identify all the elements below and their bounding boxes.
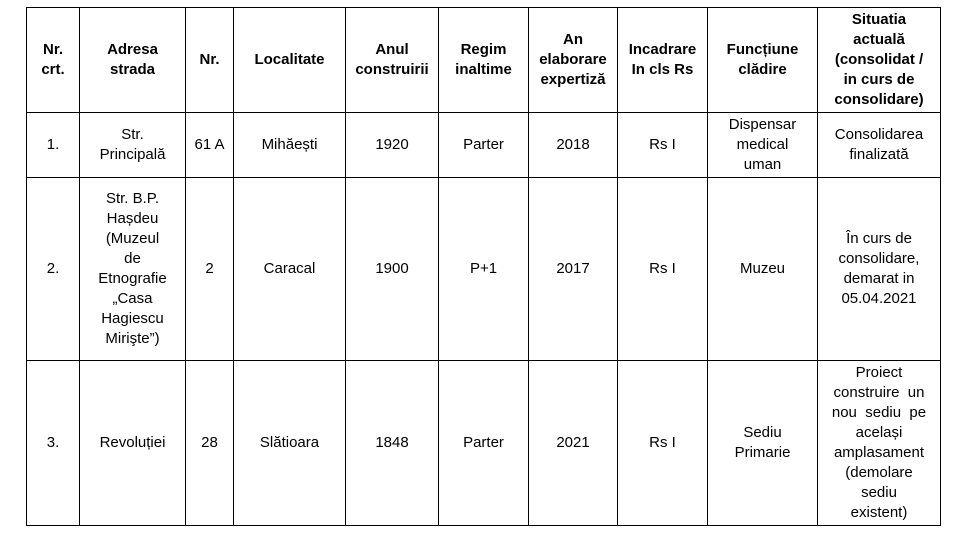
col-header-functiune-cladire: Funcțiune clădire <box>707 7 818 113</box>
cell-situatia-actuala: În curs de consolidare, demarat in 05.04… <box>817 177 941 361</box>
cell-anul-construirii: 1920 <box>345 112 439 178</box>
cell-adresa-strada: Str. B.P. Hașdeu (Muzeul de Etnografie „… <box>79 177 186 361</box>
table-row: 3. Revoluției 28 Slătioara 1848 Parter 2… <box>26 360 941 526</box>
cell-nr: 61 A <box>185 112 234 178</box>
cell-incadrare-cls-rs: Rs I <box>617 360 708 526</box>
col-header-an-elaborare-expertiza: An elaborare expertiză <box>528 7 618 113</box>
cell-nr: 28 <box>185 360 234 526</box>
cell-an-elaborare: 2018 <box>528 112 618 178</box>
col-header-regim-inaltime: Regim inaltime <box>438 7 529 113</box>
cell-adresa-strada: Revoluției <box>79 360 186 526</box>
cell-nr-crt: 3. <box>26 360 80 526</box>
cell-situatia-actuala: Proiect construire un nou sediu pe acela… <box>817 360 941 526</box>
cell-regim-inaltime: Parter <box>438 112 529 178</box>
col-header-nr: Nr. <box>185 7 234 113</box>
cell-incadrare-cls-rs: Rs I <box>617 112 708 178</box>
cell-regim-inaltime: Parter <box>438 360 529 526</box>
col-header-nr-crt: Nr. crt. <box>26 7 80 113</box>
col-header-situatia-actuala: Situatia actuală (consolidat / in curs d… <box>817 7 941 113</box>
cell-an-elaborare: 2021 <box>528 360 618 526</box>
cell-an-elaborare: 2017 <box>528 177 618 361</box>
col-header-adresa-strada: Adresa strada <box>79 7 186 113</box>
cell-localitate: Mihăești <box>233 112 346 178</box>
cell-functiune-cladire: Muzeu <box>707 177 818 361</box>
table-row: 1. Str. Principală 61 A Mihăești 1920 Pa… <box>26 112 941 178</box>
cell-situatia-actuala: Consolidarea finalizată <box>817 112 941 178</box>
cell-functiune-cladire: Dispensar medical uman <box>707 112 818 178</box>
col-header-localitate: Localitate <box>233 7 346 113</box>
col-header-incadrare-cls-rs: Incadrare In cls Rs <box>617 7 708 113</box>
cell-functiune-cladire: Sediu Primarie <box>707 360 818 526</box>
cell-localitate: Slătioara <box>233 360 346 526</box>
table-header-row: Nr. crt. Adresa strada Nr. Localitate An… <box>26 7 941 113</box>
col-header-anul-construirii: Anul construirii <box>345 7 439 113</box>
cell-adresa-strada: Str. Principală <box>79 112 186 178</box>
cell-localitate: Caracal <box>233 177 346 361</box>
buildings-expertise-table: Nr. crt. Adresa strada Nr. Localitate An… <box>26 7 941 526</box>
cell-nr-crt: 1. <box>26 112 80 178</box>
cell-regim-inaltime: P+1 <box>438 177 529 361</box>
cell-anul-construirii: 1848 <box>345 360 439 526</box>
cell-anul-construirii: 1900 <box>345 177 439 361</box>
table-row: 2. Str. B.P. Hașdeu (Muzeul de Etnografi… <box>26 177 941 361</box>
cell-nr: 2 <box>185 177 234 361</box>
cell-nr-crt: 2. <box>26 177 80 361</box>
cell-incadrare-cls-rs: Rs I <box>617 177 708 361</box>
